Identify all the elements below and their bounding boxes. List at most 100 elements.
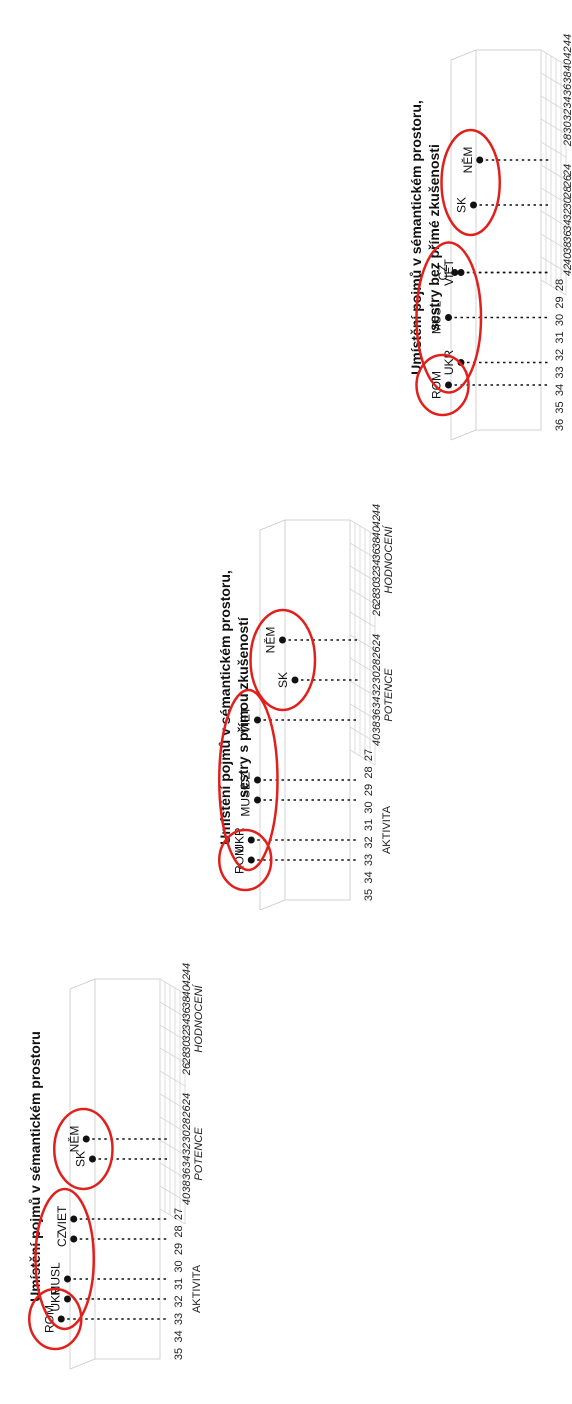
y-tick-label: 36 (562, 83, 572, 96)
floor-grid-line (159, 1162, 186, 1179)
y-tick-label: 30 (371, 581, 383, 594)
y-tick-label: 36 (371, 547, 383, 560)
box-edge (259, 899, 286, 911)
x-tick-label: 40 (562, 252, 572, 265)
group-highlight-ellipse (53, 1107, 114, 1191)
x-axis-label: POTENCE (193, 1127, 205, 1181)
y-tick-label: 34 (371, 559, 383, 571)
point-label: CZ (436, 265, 450, 281)
y-tick-label: 42 (371, 515, 383, 527)
box-edge (450, 429, 477, 441)
chart-panel-2: Umístění pojmů v sémantickém prostoru, se… (217, 504, 395, 911)
y-tick-label: 26 (181, 1062, 193, 1076)
chart-title: Umístění pojmů v sémantickém prostoru, (408, 100, 424, 375)
x-tick-label: 38 (562, 241, 572, 254)
floor-grid-line (159, 1047, 186, 1064)
floor-grid-line (159, 1024, 186, 1041)
y-tick-label: 36 (181, 1006, 193, 1019)
y-tick-label: 40 (371, 525, 383, 538)
z-tick-label: 33 (363, 854, 375, 866)
x-tick-label: 34 (181, 1155, 193, 1167)
data-point (70, 1215, 78, 1223)
data-point (89, 1155, 96, 1163)
z-tick-label: 29 (363, 784, 375, 796)
y-tick-label: 40 (562, 58, 572, 71)
box-edge (259, 519, 286, 531)
data-point (445, 314, 452, 321)
floor-grid-line (540, 49, 567, 66)
group-highlight-ellipse (249, 608, 317, 712)
point-label: MUSL (430, 301, 444, 335)
z-axis-label: AKTIVITA (381, 805, 393, 854)
group-highlight-ellipse (34, 1187, 95, 1331)
x-tick-label: 36 (181, 1167, 193, 1180)
data-point (247, 836, 255, 844)
z-tick-label: 35 (173, 1348, 185, 1360)
z-tick-label: 32 (554, 349, 566, 361)
x-tick-label: 36 (562, 230, 572, 243)
x-tick-label: 42 (562, 264, 572, 276)
chart-panel-1: Umístění pojmů v sémantickém prostoru 35 3… (27, 963, 205, 1370)
y-tick-label: 42 (562, 46, 572, 58)
x-tick-label: 34 (371, 696, 383, 708)
chart-subtitle: sestry s přímou zkušeností (235, 616, 251, 798)
x-tick-label: 26 (181, 1105, 193, 1119)
x-tick-label: 28 (562, 185, 572, 199)
floor-grid-line (540, 210, 567, 227)
floor-grid-line (349, 726, 376, 743)
y-tick-label: 30 (181, 1040, 193, 1053)
data-point (254, 776, 261, 784)
box-edge (69, 1358, 96, 1370)
point-label: UKR (232, 827, 246, 853)
x-axis-label: POTENCE (383, 668, 395, 722)
x-tick-label: 36 (371, 708, 383, 721)
x-tick-label: 38 (181, 1180, 193, 1193)
point-label: ROM (430, 371, 444, 399)
x-tick-label: 30 (181, 1130, 193, 1143)
data-point (57, 1315, 65, 1323)
data-point (254, 716, 261, 724)
point-label: MUSL (239, 783, 253, 817)
y-tick-label: 28 (181, 1051, 193, 1065)
y-tick-label: 44 (371, 504, 383, 516)
point-label: SK (276, 672, 290, 688)
x-tick-label: 24 (181, 1093, 193, 1106)
x-tick-label: 32 (181, 1143, 193, 1155)
data-point (247, 856, 255, 864)
y-tick-label: 26 (371, 603, 383, 617)
data-point (451, 269, 459, 276)
y-tick-label: 38 (562, 71, 572, 84)
z-tick-label: 27 (363, 749, 375, 761)
group-highlight-ellipse (440, 128, 501, 237)
box-edge (450, 49, 477, 61)
chart-title: Umístění pojmů v sémantickém prostoru (27, 1031, 43, 1302)
x-tick-label: 40 (371, 733, 383, 746)
data-point (279, 636, 286, 644)
z-tick-label: 34 (554, 384, 566, 396)
plot-back-wall (284, 519, 351, 901)
x-tick-label: 40 (181, 1192, 193, 1205)
floor-grid-line (159, 1001, 186, 1018)
data-point (476, 156, 484, 164)
group-highlight-ellipse (218, 688, 279, 872)
x-tick-label: 24 (371, 634, 383, 647)
floor-grid-line (349, 703, 376, 720)
z-tick-label: 27 (173, 1208, 185, 1220)
point-label: CZ (55, 1231, 69, 1247)
z-tick-label: 29 (173, 1243, 185, 1255)
data-point (64, 1275, 71, 1283)
floor-grid-line (349, 680, 376, 697)
z-tick-label: 35 (363, 889, 375, 901)
z-tick-label: 31 (363, 819, 375, 831)
y-tick-label: 34 (181, 1018, 193, 1030)
floor-grid-line (349, 749, 376, 766)
group-highlight-ellipse (28, 1287, 83, 1351)
plot-back-wall (475, 49, 542, 431)
data-point (457, 269, 465, 276)
point-label: ROM (232, 846, 246, 874)
data-point (82, 1135, 90, 1143)
x-tick-label: 28 (181, 1117, 193, 1131)
floor-grid-line (540, 164, 567, 181)
floor-grid-line (159, 1139, 186, 1156)
y-tick-label: 32 (562, 109, 572, 121)
